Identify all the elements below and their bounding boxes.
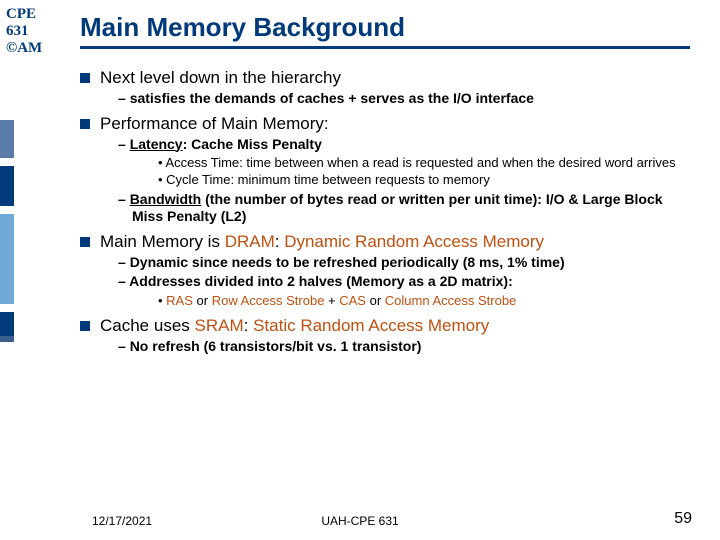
bullet-4-text: Cache uses SRAM: Static Random Access Me… bbox=[100, 316, 489, 335]
bullet-1-sub-1: satisfies the demands of caches + serves… bbox=[118, 90, 690, 108]
logo-line-3: ©AM bbox=[6, 40, 42, 56]
bullet-3-sub-1: Dynamic since needs to be refreshed peri… bbox=[118, 254, 690, 272]
decorative-sidebar-strip bbox=[0, 120, 14, 342]
slide-title: Main Memory Background bbox=[80, 12, 405, 43]
bullet-2-text: Performance of Main Memory: bbox=[100, 114, 329, 133]
bullet-2: Performance of Main Memory: Latency: Cac… bbox=[80, 114, 690, 226]
square-bullet-icon bbox=[80, 237, 90, 247]
slide-body: Next level down in the hierarchy satisfi… bbox=[80, 62, 690, 355]
bullet-3-sub-2: Addresses divided into 2 halves (Memory … bbox=[118, 273, 690, 309]
bullet-1-text: Next level down in the hierarchy bbox=[100, 68, 341, 87]
bullet-1: Next level down in the hierarchy satisfi… bbox=[80, 68, 690, 108]
square-bullet-icon bbox=[80, 119, 90, 129]
bullet-2-sub-1: Latency: Cache Miss Penalty Access Time:… bbox=[118, 136, 690, 189]
bullet-3: Main Memory is DRAM: Dynamic Random Acce… bbox=[80, 232, 690, 310]
footer-center: UAH-CPE 631 bbox=[0, 514, 720, 528]
bullet-3-text: Main Memory is DRAM: Dynamic Random Acce… bbox=[100, 232, 544, 251]
bullet-2-sub-1-dot-2: Cycle Time: minimum time between request… bbox=[158, 172, 690, 189]
bullet-2-sub-2: Bandwidth (the number of bytes read or w… bbox=[118, 191, 690, 226]
bullet-4-sub-1: No refresh (6 transistors/bit vs. 1 tran… bbox=[118, 338, 690, 356]
logo-line-1: CPE bbox=[6, 6, 36, 22]
bullet-2-sub-1-dot-1: Access Time: time between when a read is… bbox=[158, 155, 690, 172]
square-bullet-icon bbox=[80, 321, 90, 331]
footer-page-number: 59 bbox=[674, 510, 692, 528]
course-logo: CPE 631 ©AM bbox=[6, 6, 42, 57]
bullet-4: Cache uses SRAM: Static Random Access Me… bbox=[80, 316, 690, 356]
logo-line-2: 631 bbox=[6, 23, 29, 39]
bullet-3-sub-2-dot-1: RAS or Row Access Strobe + CAS or Column… bbox=[158, 293, 690, 310]
square-bullet-icon bbox=[80, 73, 90, 83]
title-underline bbox=[80, 46, 690, 49]
